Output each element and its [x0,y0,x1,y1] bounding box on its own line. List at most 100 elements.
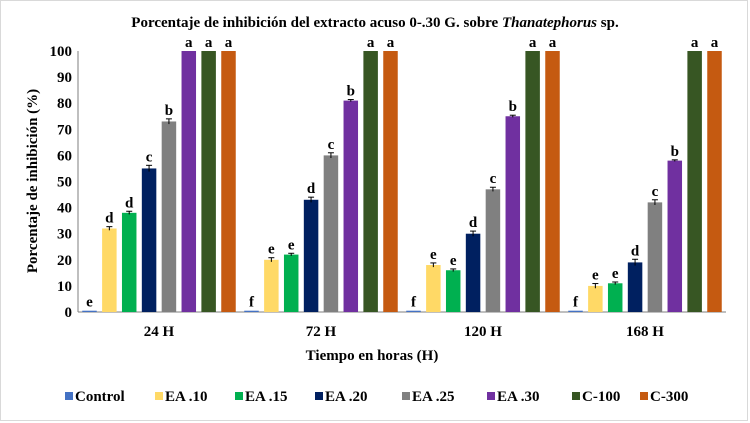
y-tick-label: 20 [57,253,72,269]
bar [426,265,441,312]
bar [525,51,540,312]
bar [383,51,398,312]
legend-label: EA .30 [497,389,540,405]
y-axis-label: Porcentaje de inhibición (%) [25,89,41,273]
significance-label: a [711,35,719,51]
x-tick-label: 168 H [626,324,664,340]
bar [607,283,623,312]
bar [323,155,339,312]
significance-label: e [430,247,437,263]
significance-label: e [268,242,275,258]
bar [545,51,560,312]
significance-label: e [86,295,93,311]
significance-label: b [671,144,679,160]
significance-label: a [205,35,213,51]
bar [363,51,378,312]
significance-label: e [288,237,295,253]
significance-label: a [185,35,193,51]
chart-title-italic: Thanatephorus [502,15,597,31]
bar [244,310,259,312]
bar [161,121,177,312]
y-tick-label: 0 [65,305,73,321]
significance-label: e [612,266,619,282]
significance-label: c [146,149,153,165]
bar [181,51,197,312]
significance-label: a [387,35,395,51]
y-tick-label: 50 [57,175,72,191]
bar [465,233,481,312]
significance-label: b [347,84,355,100]
bar [283,254,299,312]
bar [707,51,722,312]
chart-title-prefix: Porcentaje de inhibición del extracto ac… [131,15,502,31]
significance-label: a [225,35,233,51]
significance-label: c [328,137,335,153]
legend-label: EA .10 [165,389,208,405]
x-tick-label: 24 H [144,324,175,340]
significance-label: f [249,295,255,311]
legend-swatch [572,392,580,400]
bar [445,270,461,312]
bar [485,189,501,312]
significance-label: c [490,171,497,187]
legend-swatch [235,392,243,400]
significance-label: f [411,295,417,311]
bar [588,285,603,312]
significance-label: a [549,35,557,51]
chart-title-suffix: sp. [597,15,619,31]
legend-label: Control [75,389,125,405]
y-tick-label: 10 [57,279,72,295]
bar [303,199,319,312]
significance-label: d [469,215,478,231]
legend: Control EA .10 EA .15 EA .20 EA .25 EA .30 C-1… [65,389,688,405]
x-tick-label: 72 H [306,324,337,340]
bar [264,259,279,312]
bar [221,51,236,312]
bar [568,310,583,312]
significance-label: e [592,268,599,284]
bar [201,51,216,312]
significance-label: b [509,99,517,115]
x-tick-label: 120 H [464,324,502,340]
significance-label: a [367,35,375,51]
legend-label: C-100 [582,389,620,405]
bar [687,51,702,312]
legend-swatch [487,392,495,400]
y-tick-label: 90 [57,70,72,86]
significance-label: d [105,211,114,227]
bar [667,160,683,312]
significance-label: d [631,243,640,259]
bar [141,168,157,312]
bar [627,262,643,312]
bar [121,212,137,312]
chart-title: Porcentaje de inhibición del extracto ac… [131,15,619,31]
legend-swatch [640,392,648,400]
significance-label: a [691,35,699,51]
significance-label: c [652,184,659,200]
bar [343,100,359,312]
legend-label: EA .20 [325,389,368,405]
legend-label: C-300 [650,389,688,405]
bar [406,310,421,312]
bar [82,310,97,312]
significance-label: a [529,35,537,51]
legend-swatch [155,392,163,400]
legend-label: EA .25 [412,389,455,405]
bar [647,202,663,312]
significance-label: b [165,103,173,119]
y-tick-label: 100 [50,44,73,60]
significance-label: d [307,181,316,197]
x-axis-label: Tiempo en horas (H) [306,348,439,364]
bar [102,228,117,312]
y-tick-label: 30 [57,227,72,243]
y-tick-label: 40 [57,201,72,217]
y-tick-label: 60 [57,148,72,164]
legend-swatch [402,392,410,400]
legend-swatch [315,392,323,400]
bar [505,116,521,312]
y-tick-label: 70 [57,122,72,138]
y-tick-label: 80 [57,96,72,112]
